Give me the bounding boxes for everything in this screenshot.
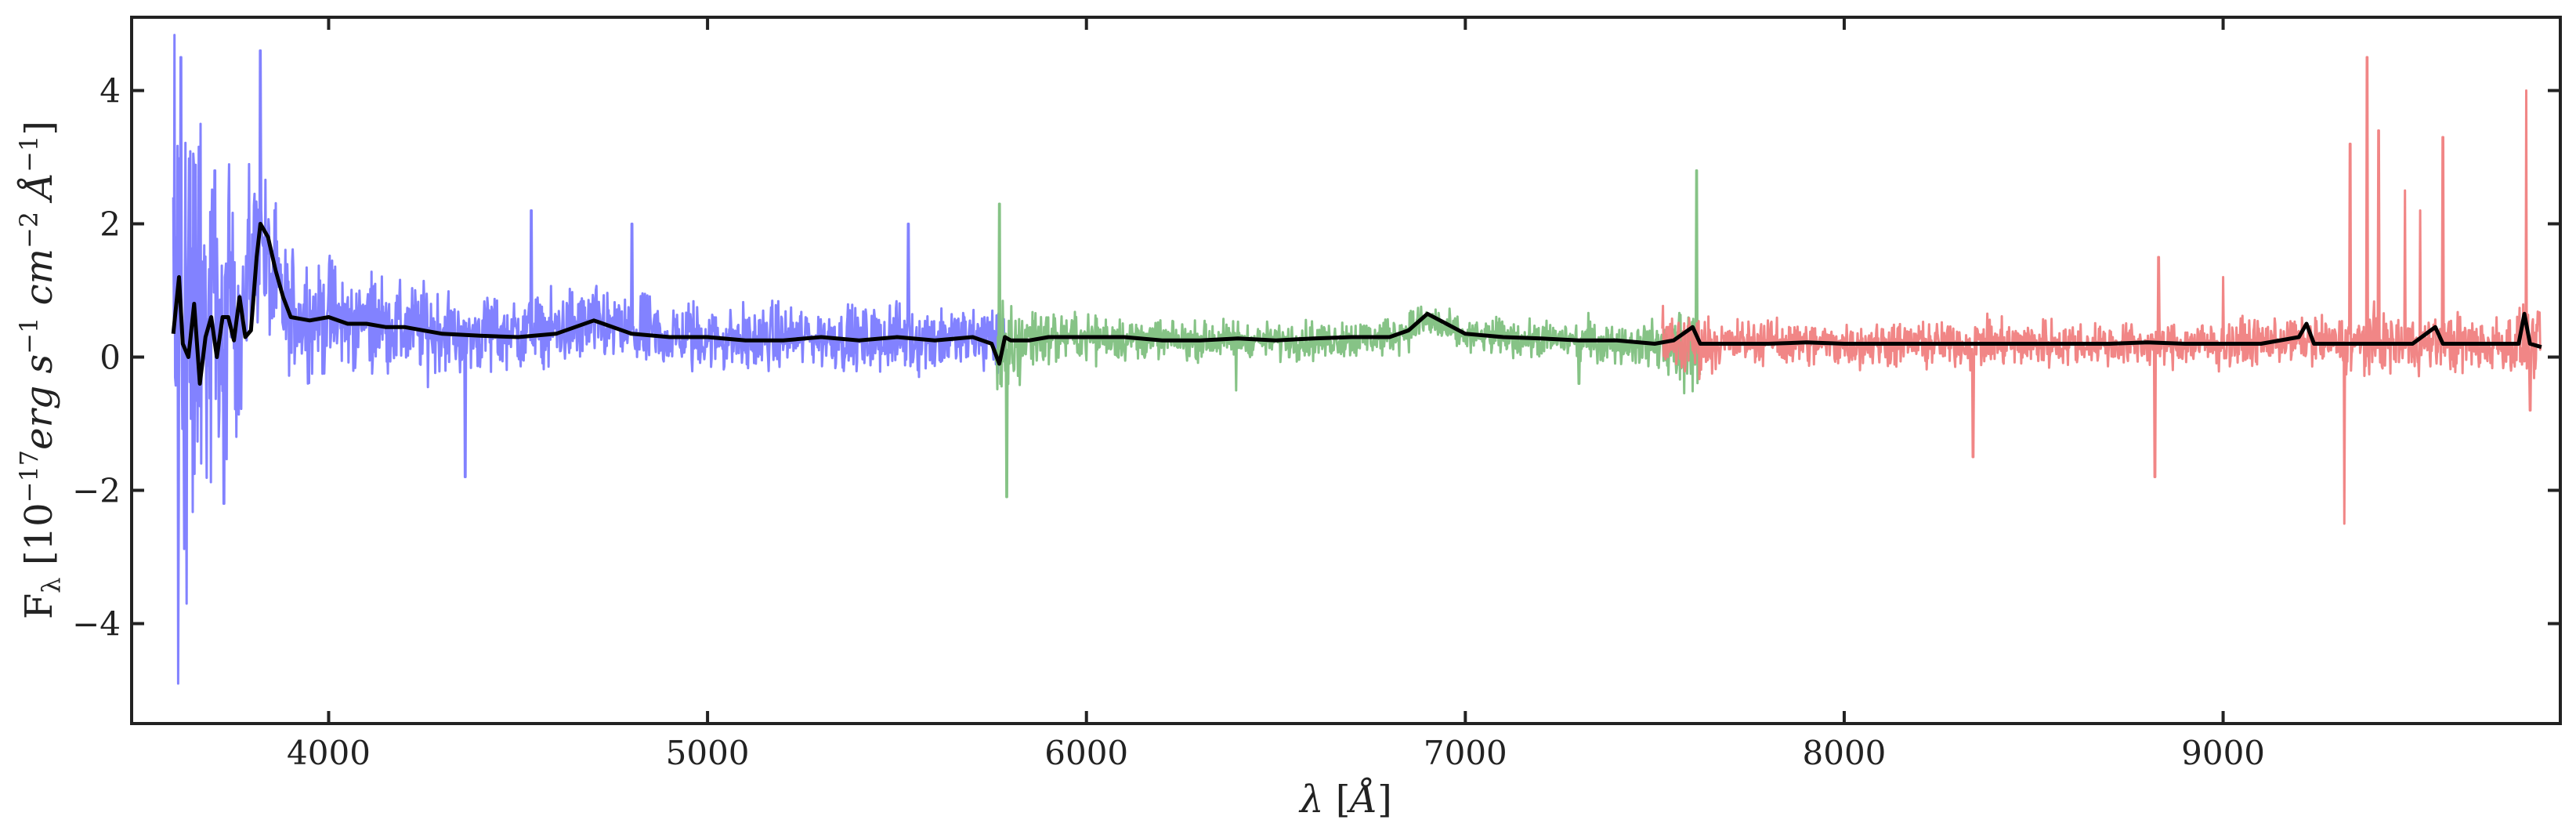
plot-frame bbox=[130, 16, 2562, 725]
x-tick-label: 6000 bbox=[1044, 734, 1128, 772]
tick-layer: 4000 5000 6000 7000 8000 9000 −4 −2 0 2 4 bbox=[72, 17, 2560, 772]
x-tick-label: 7000 bbox=[1424, 734, 1507, 772]
x-axis-label: λ [Å] bbox=[1298, 777, 1392, 822]
spectrum-series-2 bbox=[1661, 56, 2542, 525]
x-tick-label: 5000 bbox=[666, 734, 750, 772]
spectrum-series-3 bbox=[171, 222, 2542, 386]
x-tick-label: 9000 bbox=[2181, 734, 2265, 772]
y-tick-label: −2 bbox=[72, 472, 121, 510]
spectrum-series-1 bbox=[994, 169, 1702, 499]
y-axis-label: Fλ [10−17erg s−1 cm−2 Å−1] bbox=[14, 121, 66, 619]
y-tick-label: −4 bbox=[72, 605, 121, 644]
y-tick-label: 4 bbox=[99, 72, 121, 111]
series-layer bbox=[171, 34, 2542, 685]
x-tick-label: 4000 bbox=[287, 734, 371, 772]
y-tick-label: 2 bbox=[99, 205, 121, 244]
spectrum-series-0 bbox=[172, 34, 1008, 685]
y-tick-label: 0 bbox=[99, 339, 121, 377]
x-tick-label: 8000 bbox=[1803, 734, 1887, 772]
